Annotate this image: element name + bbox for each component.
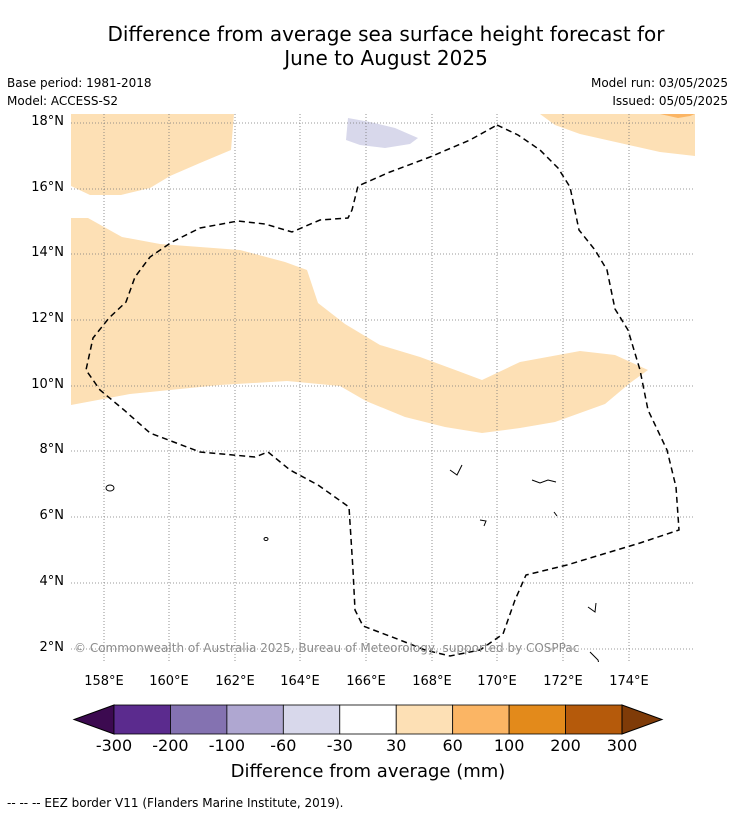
issued-date: Issued: 05/05/2025 bbox=[612, 94, 728, 108]
colorbar-tick-3: -60 bbox=[270, 736, 297, 755]
map-plot-area bbox=[71, 114, 695, 662]
map-title: Difference from average sea surface heig… bbox=[0, 22, 736, 70]
colorbar-tick-0: -300 bbox=[95, 736, 133, 755]
title-line-2: June to August 2025 bbox=[284, 46, 488, 70]
lon-label-7: 172°E bbox=[543, 674, 583, 689]
colorbar-tick-1: -200 bbox=[152, 736, 189, 755]
lat-label-2: 14°N bbox=[31, 245, 64, 260]
colorbar-title: Difference from average (mm) bbox=[230, 761, 506, 782]
copyright-notice: © Commonwealth of Australia 2025, Bureau… bbox=[74, 641, 580, 655]
anomaly-band-30-60 bbox=[71, 218, 648, 433]
lon-label-1: 160°E bbox=[149, 674, 189, 689]
title-line-1: Difference from average sea surface heig… bbox=[107, 22, 665, 46]
anomaly-band-60-100 bbox=[660, 114, 695, 118]
lon-label-3: 164°E bbox=[280, 674, 320, 689]
colorbar-tick-6: 60 bbox=[442, 736, 463, 755]
lon-label-0: 158°E bbox=[84, 674, 124, 689]
colorbar-tick-9: 300 bbox=[606, 736, 638, 755]
colorbar-tick-5: 30 bbox=[386, 736, 407, 755]
lon-label-6: 170°E bbox=[477, 674, 517, 689]
lat-label-8: 2°N bbox=[39, 640, 65, 655]
anomaly-band-minus30-minus60 bbox=[346, 118, 418, 148]
model-run: Model run: 03/05/2025 bbox=[590, 76, 728, 90]
eez-legend-note: -- -- -- EEZ border V11 (Flanders Marine… bbox=[7, 796, 344, 810]
lon-label-5: 168°E bbox=[412, 674, 452, 689]
colorbar-tick-4: -30 bbox=[326, 736, 353, 755]
lat-label-6: 6°N bbox=[39, 508, 65, 523]
lon-label-4: 166°E bbox=[346, 674, 386, 689]
anomaly-band-30-60-northeast bbox=[540, 114, 695, 156]
meta-left: Base period: 1981-2018 Model: ACCESS-S2 bbox=[7, 74, 152, 110]
lat-label-3: 12°N bbox=[31, 311, 64, 326]
lon-label-8: 174°E bbox=[609, 674, 649, 689]
meta-right: Model run: 03/05/2025 Issued: 05/05/2025 bbox=[591, 74, 728, 110]
lon-label-2: 162°E bbox=[215, 674, 255, 689]
eez-border bbox=[85, 124, 680, 657]
base-period: Base period: 1981-2018 bbox=[7, 76, 152, 90]
lat-label-4: 10°N bbox=[31, 377, 64, 392]
colorbar-tick-7: 100 bbox=[493, 736, 525, 755]
lat-label-7: 4°N bbox=[39, 574, 65, 589]
graticule bbox=[71, 114, 695, 662]
small-contours bbox=[105, 464, 600, 662]
anomaly-band-30-60-north bbox=[71, 114, 234, 195]
lat-label-5: 8°N bbox=[39, 442, 65, 457]
lat-label-0: 18°N bbox=[31, 114, 64, 129]
model-name: Model: ACCESS-S2 bbox=[7, 94, 119, 108]
colorbar-tick-8: 200 bbox=[550, 736, 581, 755]
colorbar-tick-2: -100 bbox=[208, 736, 246, 755]
lat-label-1: 16°N bbox=[31, 180, 64, 195]
